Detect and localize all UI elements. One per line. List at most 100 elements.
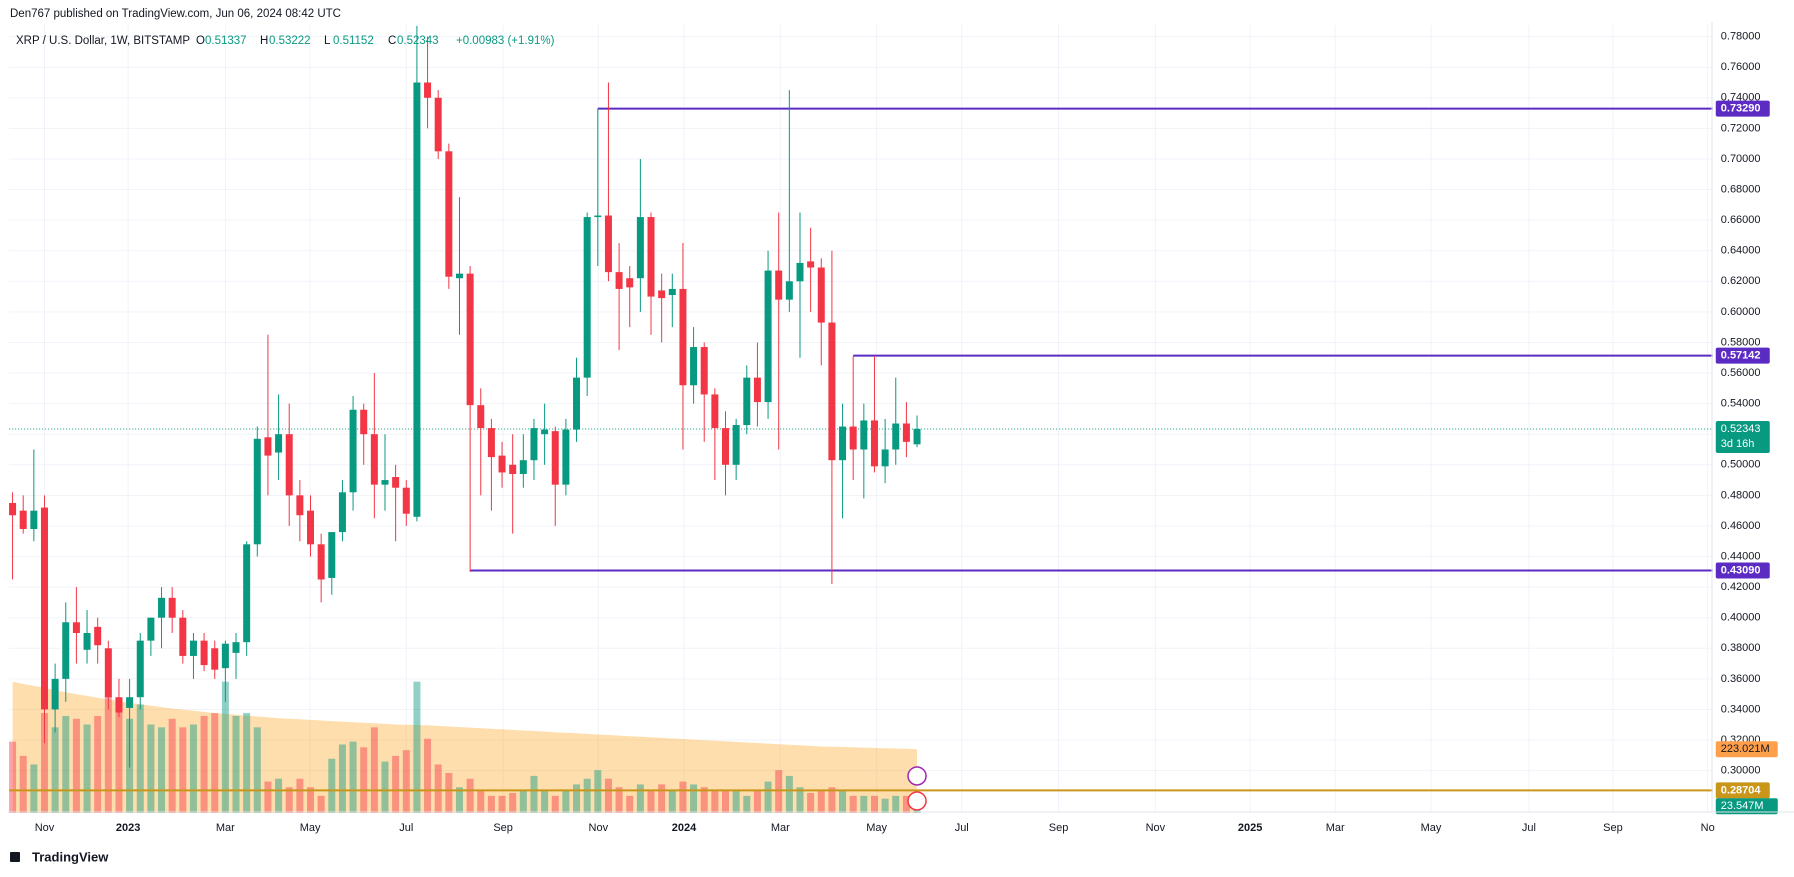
candle-body xyxy=(785,281,793,300)
x-tick-label: Jul xyxy=(399,822,413,834)
volume-box xyxy=(1715,798,1778,815)
volume-bar xyxy=(168,718,176,813)
x-tick-label: 2025 xyxy=(1238,822,1262,834)
volume-bar xyxy=(30,764,38,813)
symbol: XRP / U.S. Dollar, 1W, BITSTAMP xyxy=(16,35,190,47)
candle-body xyxy=(881,449,889,467)
y-tick-label: 0.42000 xyxy=(1721,581,1761,593)
volume-bar xyxy=(849,795,857,813)
volume-bar xyxy=(158,727,166,813)
candle-body xyxy=(892,423,900,450)
countdown-label: 3d 16h xyxy=(1721,438,1755,450)
volume-bar xyxy=(72,718,80,813)
volume-bar xyxy=(892,795,900,813)
candle-body xyxy=(487,428,495,458)
y-tick-label: 0.58000 xyxy=(1721,336,1761,348)
candle-body xyxy=(126,697,134,708)
volume-bar xyxy=(9,741,17,813)
volume-bar xyxy=(445,773,453,813)
volume-bar xyxy=(275,778,283,813)
volume-bar xyxy=(700,787,708,813)
y-tick-label: 0.54000 xyxy=(1721,398,1761,410)
y-tick-label: 0.68000 xyxy=(1721,183,1761,195)
x-tick-label: May xyxy=(1421,822,1442,834)
volume-bar xyxy=(636,784,644,813)
volume-bar xyxy=(839,790,847,813)
candle-body xyxy=(381,480,389,485)
candle-body xyxy=(626,278,634,288)
price-label-box xyxy=(1715,347,1770,364)
candle-body xyxy=(104,648,112,698)
candle-body xyxy=(19,510,27,530)
event-icon xyxy=(907,766,927,786)
candle-body xyxy=(573,377,581,430)
candle-body xyxy=(541,429,549,435)
volume-bar xyxy=(753,790,761,813)
legend-key: O xyxy=(196,35,205,47)
candle-body xyxy=(285,434,293,496)
candle-body xyxy=(700,347,708,395)
candle-body xyxy=(253,438,261,545)
volume-bar xyxy=(541,790,549,813)
volume-bar xyxy=(594,770,602,813)
event-icon xyxy=(907,791,927,811)
tradingview-logo: TradingView xyxy=(10,849,109,864)
candle-body xyxy=(62,622,70,679)
volume-bar xyxy=(881,798,889,813)
candle-body xyxy=(711,394,719,429)
candle-body xyxy=(360,409,368,435)
volume-bar xyxy=(115,704,123,813)
candle-body xyxy=(83,632,91,650)
candle-body xyxy=(732,425,740,465)
candle-body xyxy=(817,267,825,323)
candle-body xyxy=(668,288,676,296)
candle-body xyxy=(232,642,240,653)
volume-bar xyxy=(264,781,272,813)
volume-bar xyxy=(817,790,825,813)
candle-body xyxy=(498,455,506,473)
legend-key: H xyxy=(260,35,268,47)
volume-ma-box xyxy=(1715,741,1778,758)
volume-bar xyxy=(360,747,368,813)
y-tick-label: 0.64000 xyxy=(1721,245,1761,257)
candle-body xyxy=(189,640,197,656)
legend-value: 0.52343 xyxy=(397,35,439,47)
last-price-box xyxy=(1715,420,1770,453)
volume-bar xyxy=(307,787,315,813)
candle-body xyxy=(40,507,48,710)
y-tick-label: 0.50000 xyxy=(1721,459,1761,471)
volume-bar xyxy=(743,795,751,813)
y-tick-label: 0.56000 xyxy=(1721,367,1761,379)
volume-bar xyxy=(902,795,910,813)
candle-body xyxy=(455,273,463,279)
logo-icon xyxy=(10,852,20,862)
candle-body xyxy=(828,322,836,461)
legend-value: 0.51152 xyxy=(333,35,374,47)
axes: 0.300000.320000.340000.360000.380000.400… xyxy=(35,31,1778,834)
volume-bar xyxy=(94,715,102,813)
volume-bar xyxy=(519,790,527,813)
x-tick-label: Mar xyxy=(771,822,790,834)
volume-bar xyxy=(413,681,421,813)
x-tick-label: Mar xyxy=(1326,822,1345,834)
y-tick-label: 0.48000 xyxy=(1721,489,1761,501)
volume-bar xyxy=(573,784,581,813)
candle-body xyxy=(424,82,432,98)
y-tick-label: 0.62000 xyxy=(1721,275,1761,287)
y-tick-label: 0.60000 xyxy=(1721,306,1761,318)
volume-bar xyxy=(392,755,400,813)
volume-bar xyxy=(785,775,793,813)
legend-value: 0.53222 xyxy=(269,35,311,47)
volume-bar xyxy=(583,778,591,813)
y-tick-label: 0.70000 xyxy=(1721,153,1761,165)
x-tick-label: Mar xyxy=(216,822,235,834)
volume-bar xyxy=(253,727,261,813)
y-tick-label: 0.38000 xyxy=(1721,642,1761,654)
volume-bar xyxy=(711,790,719,813)
x-tick-label: Sep xyxy=(493,822,513,834)
volume-bar xyxy=(679,781,687,813)
volume-bar xyxy=(243,713,251,813)
price-label: 0.73290 xyxy=(1721,103,1761,115)
symbol-legend: XRP / U.S. Dollar, 1W, BITSTAMP O 0.51337… xyxy=(16,35,555,47)
